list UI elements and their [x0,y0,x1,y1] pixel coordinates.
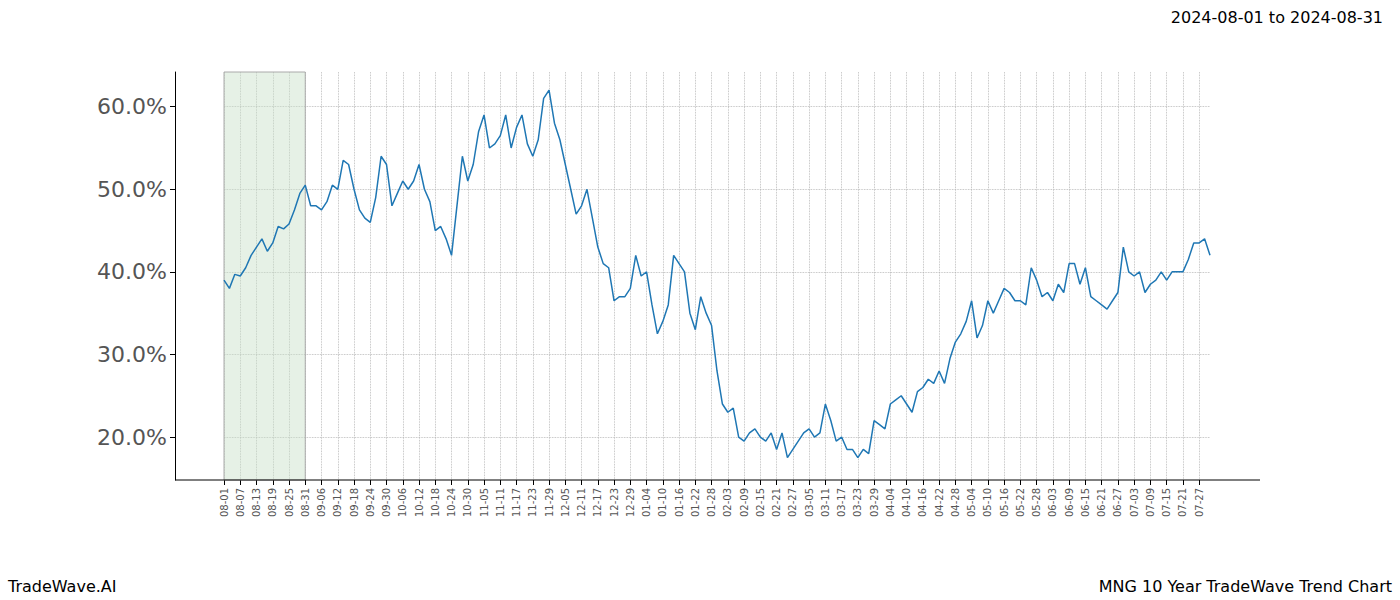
svg-text:06-03: 06-03 [1047,488,1058,517]
svg-text:02-09: 02-09 [739,488,750,517]
svg-text:11-05: 11-05 [479,488,490,517]
svg-text:05-10: 05-10 [982,488,993,517]
svg-text:01-10: 01-10 [657,488,668,517]
svg-text:11-29: 11-29 [544,488,555,517]
svg-text:02-03: 02-03 [722,488,733,517]
svg-text:02-27: 02-27 [787,488,798,517]
svg-text:05-22: 05-22 [1015,488,1026,517]
svg-text:01-16: 01-16 [674,488,685,517]
svg-text:11-17: 11-17 [511,488,522,517]
svg-text:10-30: 10-30 [462,488,473,517]
svg-text:TradeWave.AI: TradeWave.AI [7,577,116,596]
svg-text:12-23: 12-23 [609,488,620,517]
svg-text:03-17: 03-17 [836,488,847,517]
svg-text:03-29: 03-29 [869,488,880,517]
svg-text:07-27: 07-27 [1194,488,1205,517]
svg-text:10-18: 10-18 [430,488,441,517]
svg-text:08-01: 08-01 [219,488,230,517]
svg-text:06-09: 06-09 [1064,488,1075,517]
svg-text:12-17: 12-17 [592,488,603,517]
svg-text:11-23: 11-23 [527,488,538,517]
svg-text:06-15: 06-15 [1080,488,1091,517]
svg-text:07-03: 07-03 [1129,488,1140,517]
svg-text:01-04: 01-04 [641,488,652,517]
svg-text:06-21: 06-21 [1096,488,1107,517]
svg-text:12-05: 12-05 [560,488,571,517]
svg-text:07-09: 07-09 [1145,488,1156,517]
svg-text:01-22: 01-22 [690,488,701,517]
svg-text:04-22: 04-22 [934,488,945,517]
svg-text:30.0%: 30.0% [97,342,167,367]
svg-text:10-24: 10-24 [446,488,457,517]
svg-text:MNG 10 Year TradeWave Trend Ch: MNG 10 Year TradeWave Trend Chart [1099,577,1392,596]
svg-text:08-31: 08-31 [300,488,311,517]
svg-text:04-10: 04-10 [901,488,912,517]
svg-text:04-28: 04-28 [950,488,961,517]
svg-text:09-06: 09-06 [316,488,327,517]
svg-text:08-19: 08-19 [267,488,278,517]
svg-text:08-25: 08-25 [284,488,295,517]
svg-text:12-29: 12-29 [625,488,636,517]
svg-text:10-06: 10-06 [397,488,408,517]
svg-text:07-15: 07-15 [1161,488,1172,517]
svg-text:09-30: 09-30 [381,488,392,517]
svg-text:60.0%: 60.0% [97,94,167,119]
svg-text:03-23: 03-23 [852,488,863,517]
svg-text:03-11: 03-11 [820,488,831,517]
svg-text:02-21: 02-21 [771,488,782,517]
svg-text:08-13: 08-13 [251,488,262,517]
svg-text:20.0%: 20.0% [97,425,167,450]
svg-text:04-16: 04-16 [917,488,928,517]
svg-text:05-28: 05-28 [1031,488,1042,517]
svg-text:01-28: 01-28 [706,488,717,517]
svg-text:12-11: 12-11 [576,488,587,517]
svg-text:09-24: 09-24 [365,488,376,517]
svg-text:40.0%: 40.0% [97,259,167,284]
svg-text:06-27: 06-27 [1112,488,1123,517]
svg-text:05-04: 05-04 [966,488,977,517]
svg-text:05-16: 05-16 [999,488,1010,517]
svg-text:02-15: 02-15 [755,488,766,517]
svg-text:11-11: 11-11 [495,488,506,517]
svg-text:07-21: 07-21 [1177,488,1188,517]
svg-text:04-04: 04-04 [885,488,896,517]
svg-text:50.0%: 50.0% [97,177,167,202]
svg-text:08-07: 08-07 [235,488,246,517]
svg-text:09-18: 09-18 [349,488,360,517]
svg-text:2024-08-01 to 2024-08-31: 2024-08-01 to 2024-08-31 [1171,8,1383,27]
svg-text:03-05: 03-05 [804,488,815,517]
svg-text:10-12: 10-12 [414,488,425,517]
svg-text:09-12: 09-12 [332,488,343,517]
